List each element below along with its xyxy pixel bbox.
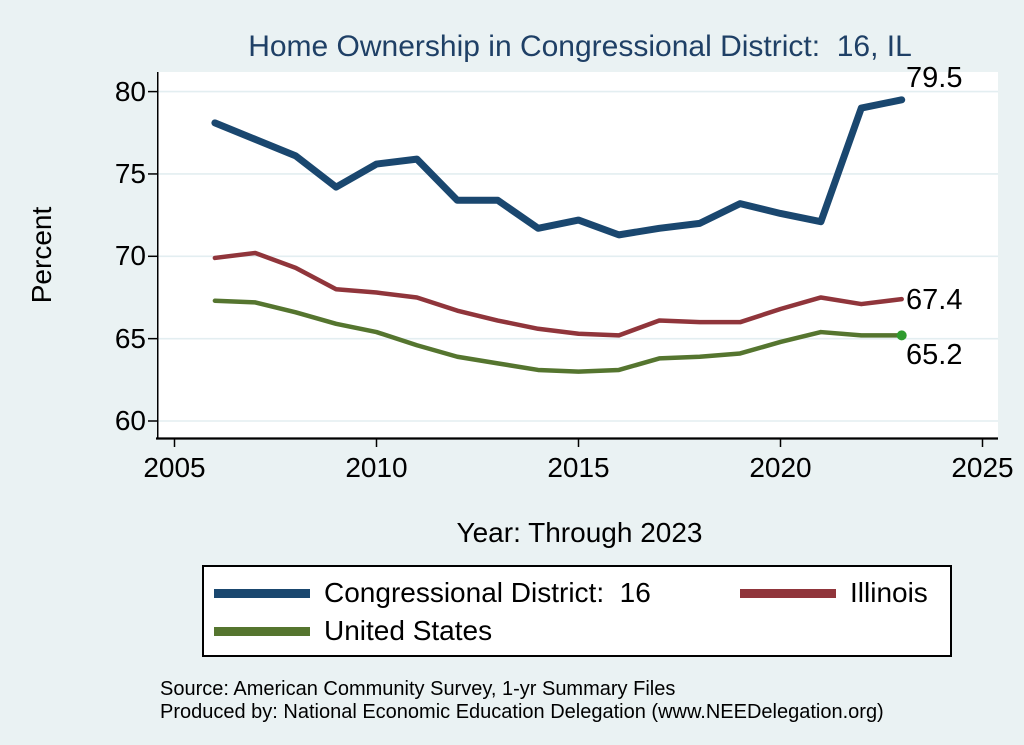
legend: Congressional District: 16 Illinois Unit… <box>202 565 952 657</box>
y-tick-label-75: 75 <box>114 157 146 189</box>
legend-label-district16: Congressional District: 16 <box>324 577 651 608</box>
series-line-2 <box>212 298 904 374</box>
series-line-1 <box>212 250 904 338</box>
x-tick-label-2025: 2025 <box>951 452 1014 483</box>
x-tick-label-2020: 2020 <box>749 452 812 483</box>
plot-background <box>157 72 998 439</box>
y-tick-label-60: 60 <box>114 405 146 436</box>
chart-title: Home Ownership in Congressional District… <box>248 30 912 63</box>
y-axis-title: Percent <box>26 206 57 304</box>
end-label-illinois: 67.4 <box>906 284 963 316</box>
series-end-marker-2 <box>896 330 907 341</box>
x-axis-title: Year: Through 2023 <box>456 517 703 548</box>
end-label-united-states: 65.2 <box>906 339 963 371</box>
y-tick-label-65: 65 <box>114 322 146 354</box>
series-line-0 <box>211 96 906 239</box>
x-tick-label-2005: 2005 <box>143 452 206 483</box>
legend-label-illinois: Illinois <box>850 577 928 608</box>
legend-swatch-united-states <box>214 627 310 636</box>
legend-swatch-illinois <box>740 589 836 598</box>
legend-swatch-district16 <box>214 589 310 598</box>
end-label-district16: 79.5 <box>906 62 963 94</box>
x-tick-label-2010: 2010 <box>345 452 408 483</box>
legend-label-united-states: United States <box>324 615 493 646</box>
y-tick-label-70: 70 <box>114 240 146 272</box>
source-line-1: Source: American Community Survey, 1-yr … <box>160 678 676 700</box>
source-line-2: Produced by: National Economic Education… <box>160 701 884 723</box>
y-tick-label-80: 80 <box>114 75 146 107</box>
x-tick-label-2015: 2015 <box>547 452 610 483</box>
